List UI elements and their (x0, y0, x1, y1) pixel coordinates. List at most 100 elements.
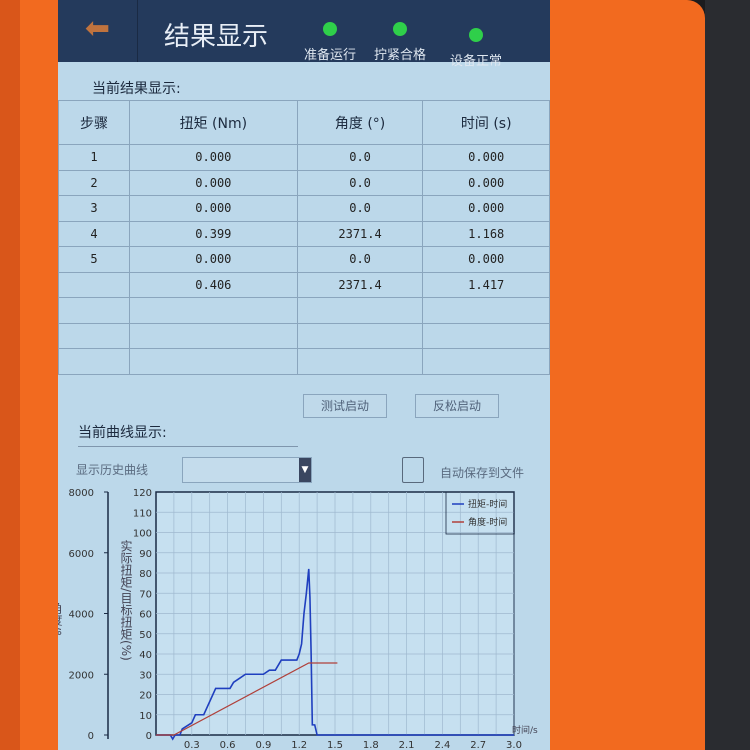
table-row: 3 0.000 0.0 0.000 (58, 195, 550, 222)
indicator-label: 准备运行 (303, 48, 356, 63)
indicator-ready: 准备运行 (290, 22, 370, 63)
back-button[interactable]: ⬅ (58, 0, 138, 62)
table-cell: 0.000 (129, 144, 298, 171)
table-cell (58, 297, 130, 324)
arrow-left-icon: ⬅ (84, 11, 111, 46)
table-cell: 0.399 (129, 220, 298, 247)
x-tick-label: 2.7 (470, 740, 486, 750)
history-select[interactable]: ▼ (182, 457, 312, 483)
results-table: 步骤 扭矩 (Nm) 角度 (°) 时间 (s) 1 0.000 0.0 0.000 2… (58, 100, 550, 375)
y-tick-label: 60 (139, 610, 152, 621)
table-header: 步骤 扭矩 (Nm) 角度 (°) 时间 (s) (58, 100, 550, 145)
indicator-label: 设备正常 (449, 54, 502, 69)
table-cell: 0.406 (129, 271, 298, 298)
table-cell: 0.0 (296, 195, 424, 222)
table-cell: 5 (58, 246, 130, 273)
col-time: 时间 (s) (422, 100, 550, 145)
chevron-down-icon[interactable]: ▼ (299, 458, 311, 482)
y2-tick-label: 2000 (69, 670, 94, 681)
test-start-button[interactable]: 测试启动 (303, 394, 387, 418)
x-tick-label: 0.6 (220, 740, 236, 750)
results-title: 当前结果显示: (92, 81, 181, 97)
table-cell (296, 348, 424, 375)
table-cell (296, 322, 424, 349)
table-cell (129, 297, 298, 324)
table-cell (58, 322, 130, 349)
table-row: 0.406 2371.4 1.417 (58, 271, 550, 298)
screen: ⬅ 结果显示 准备运行 拧紧合格 设备正常 当前结果显示: 步骤 扭矩 (Nm)… (58, 0, 550, 750)
table-cell: 1.168 (422, 220, 550, 247)
x-tick-label: 1.2 (291, 740, 307, 750)
indicator-tighten-ok: 拧紧合格 (360, 22, 440, 63)
indicator-device-ok: 设备正常 (436, 28, 516, 69)
table-cell: 3 (58, 195, 130, 222)
table-cell: 4 (58, 220, 130, 247)
col-angle: 角度 (°) (296, 100, 424, 145)
x-tick-label: 3.0 (506, 740, 522, 750)
y-tick-label: 50 (139, 630, 152, 641)
y-tick-label: 90 (139, 549, 152, 560)
table-row (58, 297, 550, 324)
table-cell: 0.000 (129, 195, 298, 222)
table-row (58, 322, 550, 349)
table-row: 4 0.399 2371.4 1.168 (58, 220, 550, 247)
y2-tick-label: 8000 (69, 488, 94, 499)
table-cell (58, 348, 130, 375)
status-dot (323, 22, 337, 36)
y-tick-label: 20 (139, 691, 152, 702)
y-axis-label: 实际扭矩/目标扭矩(%) (119, 539, 133, 661)
table-cell: 0.0 (296, 169, 424, 196)
legend-label: 角度-时间 (468, 516, 507, 528)
y-tick-label: 70 (139, 589, 152, 600)
x-tick-label: 1.5 (327, 740, 343, 750)
table-cell (296, 297, 424, 324)
status-dot (469, 28, 483, 42)
table-row (58, 348, 550, 375)
table-row: 2 0.000 0.0 0.000 (58, 169, 550, 196)
y-tick-label: 40 (139, 650, 152, 661)
autosave-checkbox[interactable] (402, 457, 424, 483)
table-cell: 0.0 (296, 246, 424, 273)
y-tick-label: 100 (133, 529, 152, 540)
y-tick-label: 80 (139, 569, 152, 580)
status-dot (393, 22, 407, 36)
y2-tick-label: 0 (88, 731, 94, 742)
table-cell (422, 348, 550, 375)
table-cell: 0.000 (422, 246, 550, 273)
y2-tick-label: 4000 (69, 610, 94, 621)
history-label: 显示历史曲线 (76, 463, 149, 477)
table-cell: 0.0 (296, 144, 424, 171)
x-tick-label: 2.4 (434, 740, 450, 750)
col-torque: 扭矩 (Nm) (129, 100, 298, 145)
curve-title: 当前曲线显示: (78, 422, 298, 447)
table-cell: 1.417 (422, 271, 550, 298)
col-step: 步骤 (58, 100, 130, 145)
y2-axis-label: 角度/° (58, 602, 63, 636)
loosen-start-button[interactable]: 反松启动 (415, 394, 499, 418)
legend-label: 扭矩-时间 (468, 498, 507, 510)
y-tick-label: 0 (146, 731, 152, 742)
table-cell (129, 348, 298, 375)
x-axis-label: 时间/s (512, 724, 538, 736)
indicator-label: 拧紧合格 (373, 48, 426, 63)
page-title: 结果显示 (164, 22, 269, 52)
table-cell: 0.000 (129, 169, 298, 196)
y-tick-label: 120 (133, 488, 152, 499)
x-tick-label: 1.8 (363, 740, 379, 750)
x-tick-label: 0.9 (255, 740, 271, 750)
table-row: 5 0.000 0.0 0.000 (58, 246, 550, 273)
table-cell: 0.000 (422, 169, 550, 196)
table-cell: 2 (58, 169, 130, 196)
table-cell: 1 (58, 144, 130, 171)
x-tick-label: 2.1 (399, 740, 415, 750)
y-tick-label: 10 (139, 711, 152, 722)
table-cell (129, 322, 298, 349)
y-tick-label: 110 (133, 508, 152, 519)
series-line-1 (156, 662, 338, 736)
frame-edge (0, 0, 20, 750)
y-tick-label: 30 (139, 670, 152, 681)
torque-angle-chart: 0.3 0.6 0.9 1.2 1.5 1.8 2.1 2.4 2.7 3.0 0 10 20 30 40 5… (58, 488, 538, 750)
series-line-0 (156, 568, 514, 741)
table-cell: 0.000 (422, 195, 550, 222)
table-cell (58, 271, 130, 298)
